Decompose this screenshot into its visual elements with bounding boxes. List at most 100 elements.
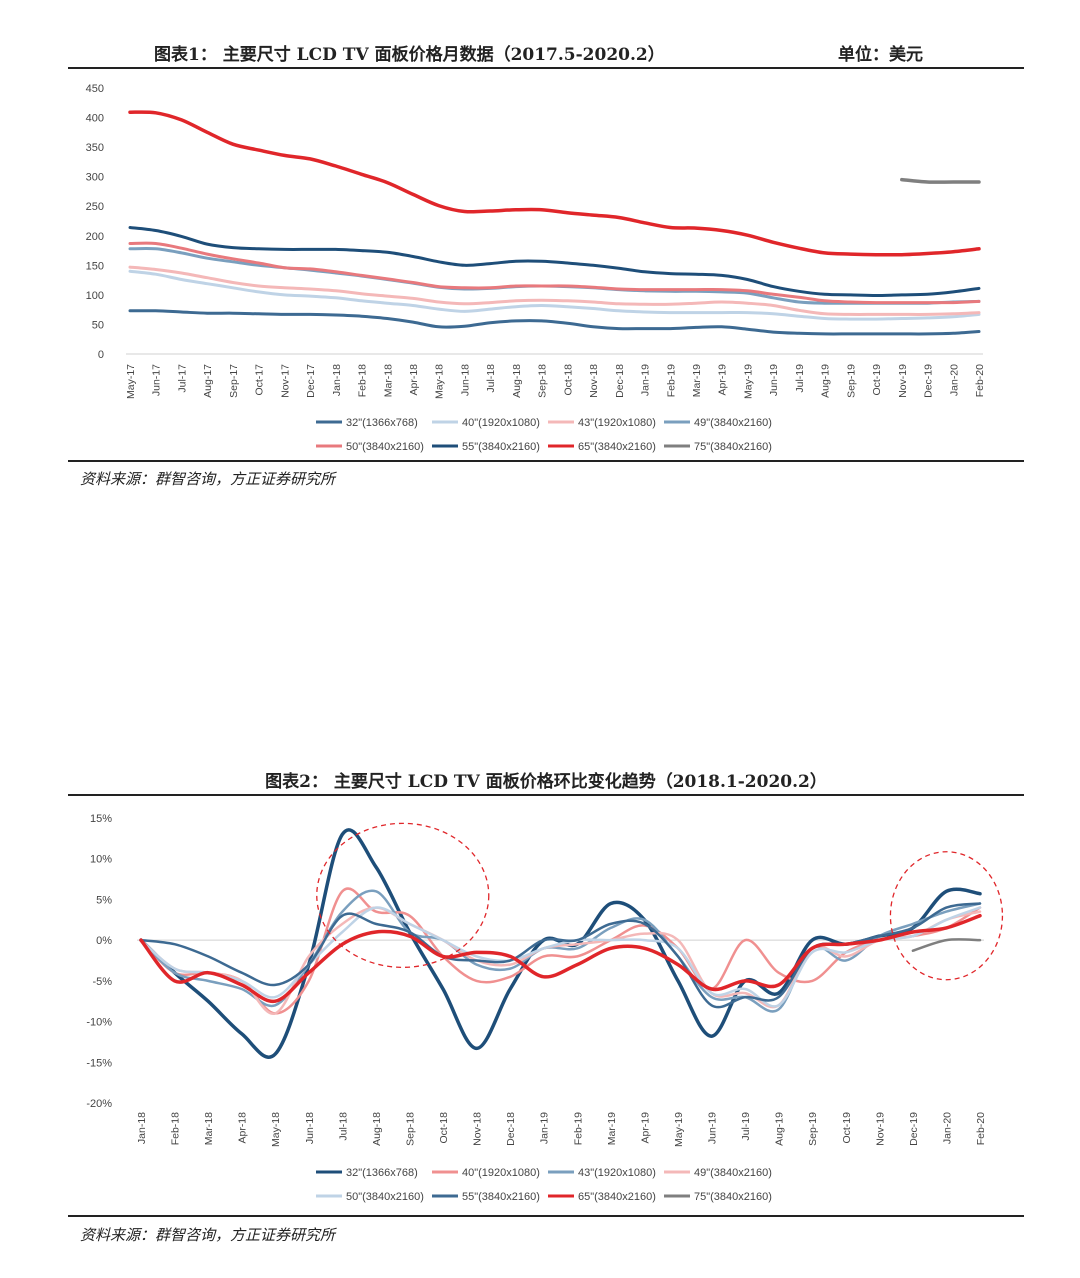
x-tick-label: Apr-18 [237,1112,249,1144]
x-tick-label: Feb-20 [974,364,986,397]
x-tick-label: Apr-19 [717,364,729,396]
y-tick-label: 10% [90,854,112,866]
x-tick-label: Nov-17 [279,364,291,398]
highlight-circle [889,851,1004,981]
x-tick-label: Oct-18 [562,364,574,396]
x-tick-label: Jul-18 [337,1112,349,1141]
chart1-unit: 单位：美元 [838,45,923,65]
x-tick-label: Aug-19 [774,1112,786,1146]
legend-label: 65"(3840x2160) [578,441,656,453]
series-line-43-1920x1080 [128,265,981,316]
x-tick-label: Oct-18 [438,1112,450,1144]
x-tick-label: Aug-18 [511,364,523,398]
x-tick-label: Feb-20 [975,1112,987,1145]
highlight-circle [316,822,490,969]
x-tick-label: Aug-17 [202,364,214,398]
x-tick-label: Mar-18 [382,364,394,397]
x-tick-label: Aug-19 [820,364,832,398]
chart2-plot: -20% -15% -10% -5% 0% 5% 10% 15% Jan-18 Feb-18 Mar… [86,813,1004,1203]
chart1-bottom-rule [68,460,1024,462]
x-tick-label: Mar-19 [691,364,703,397]
x-tick-label: Jun-18 [459,364,471,396]
legend-label: 55"(3840x2160) [462,441,540,453]
x-tick-label: Apr-19 [639,1112,651,1144]
x-tick-label: Jun-19 [707,1112,719,1144]
x-tick-label: Sep-17 [228,364,240,398]
y-tick-label: 150 [86,260,104,272]
series-line-43-1920x1080 [139,889,982,1013]
x-tick-label: Sep-19 [845,364,857,398]
x-tick-label: Dec-18 [505,1112,517,1146]
x-tick-label: Jan-20 [948,364,960,396]
x-tick-label: Oct-19 [841,1112,853,1144]
y-tick-label: -15% [86,1057,112,1069]
chart2-bottom-rule [68,1215,1024,1217]
x-tick-label: May-18 [434,364,446,399]
y-tick-label: 300 [86,172,104,184]
x-tick-label: Dec-19 [923,364,935,398]
series-line-32-1366x768 [128,309,981,336]
legend-label: 49"(3840x2160) [694,1167,772,1179]
legend-label: 40"(1920x1080) [462,417,540,429]
series-line-65-3840x2160 [139,913,982,1004]
y-tick-label: 250 [86,201,104,213]
x-tick-label: Jun-18 [304,1112,316,1144]
x-tick-label: Sep-19 [807,1112,819,1146]
series-line-50-3840x2160 [128,241,981,305]
x-tick-label: Oct-17 [254,364,266,396]
x-tick-label: Dec-17 [305,364,317,398]
series-line-75-3840x2160 [900,177,981,184]
x-tick-label: Nov-19 [897,364,909,398]
x-tick-label: Dec-18 [614,364,626,398]
series-line-75-3840x2160 [911,938,982,952]
y-tick-label: 15% [90,813,112,825]
chart2-source: 资料来源：群智咨询，方正证券研究所 [80,1226,336,1244]
x-tick-label: Dec-19 [908,1112,920,1146]
x-tick-label: Jan-20 [941,1112,953,1144]
x-tick-label: Apr-18 [408,364,420,396]
legend-label: 75"(3840x2160) [694,441,772,453]
y-tick-label: 200 [86,231,104,243]
chart1-plot: 0 50 100 150 200 250 300 350 400 450 May-17 Jun-17 J… [86,83,986,453]
series-line-55-3840x2160 [128,226,981,297]
y-tick-label: -5% [92,976,112,988]
y-tick-label: -20% [86,1098,112,1110]
x-tick-label: Sep-18 [404,1112,416,1146]
x-tick-label: Jan-18 [331,364,343,396]
x-tick-label: Jul-18 [485,364,497,393]
x-tick-label: Jun-19 [768,364,780,396]
legend-label: 49"(3840x2160) [694,417,772,429]
chart1-source: 资料来源：群智咨询，方正证券研究所 [80,470,336,488]
legend-label: 43"(1920x1080) [578,417,656,429]
legend-label: 43"(1920x1080) [578,1167,656,1179]
x-tick-label: Mar-19 [606,1112,618,1145]
x-tick-label: May-19 [673,1112,685,1147]
x-tick-label: May-19 [742,364,754,399]
x-tick-label: Aug-18 [371,1112,383,1146]
series-line-40-1920x1080 [128,269,981,321]
x-tick-label: Mar-18 [203,1112,215,1145]
legend-label: 50"(3840x2160) [346,1191,424,1203]
series-line-49-3840x2160 [139,906,982,1015]
y-tick-label: -10% [86,1017,112,1029]
y-tick-label: 350 [86,142,104,154]
legend-label: 55"(3840x2160) [462,1191,540,1203]
x-tick-label: Feb-18 [170,1112,182,1145]
y-tick-label: 5% [96,894,112,906]
legend-label: 75"(3840x2160) [694,1191,772,1203]
y-tick-label: 0 [98,349,104,361]
chart2-top-rule [68,794,1024,796]
legend-label: 32"(1366x768) [346,417,418,429]
x-tick-label: Sep-18 [537,364,549,398]
chart1-top-rule [68,67,1024,69]
x-tick-label: Jul-19 [794,364,806,393]
y-tick-label: 400 [86,113,104,125]
y-tick-label: 50 [92,319,104,331]
series-line-50-3840x2160 [139,906,982,1008]
x-tick-label: Feb-19 [572,1112,584,1145]
chart2-title-row: 图表2： 主要尺寸 LCD TV 面板价格环比变化趋势（2018.1-2020.… [68,767,1024,792]
legend-label: 50"(3840x2160) [346,441,424,453]
y-tick-label: 100 [86,290,104,302]
x-tick-label: Jun-17 [151,364,163,396]
legend-label: 32"(1366x768) [346,1167,418,1179]
